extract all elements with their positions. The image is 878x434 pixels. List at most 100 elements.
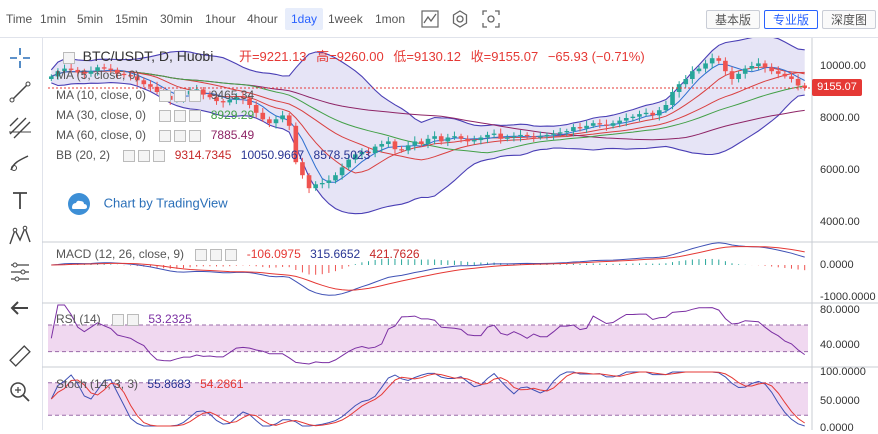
timeframe-1day[interactable]: 1day <box>285 8 324 30</box>
candle-body <box>260 112 266 120</box>
open-value: 开=9221.13 <box>238 49 307 64</box>
remove-icon[interactable] <box>189 129 202 142</box>
candle-body <box>571 127 576 131</box>
pattern-icon[interactable] <box>6 222 34 250</box>
crosshair-icon[interactable] <box>6 44 34 72</box>
eye-icon[interactable] <box>159 109 172 122</box>
settings-icon[interactable] <box>174 129 187 142</box>
candle-body <box>339 167 345 176</box>
candle-body <box>683 79 689 85</box>
remove-icon[interactable] <box>189 89 202 102</box>
candle-body <box>419 141 424 144</box>
ma60-legend[interactable]: MA (60, close, 0) 7885.49 <box>56 128 254 142</box>
eye-icon[interactable] <box>195 248 208 261</box>
candle-body <box>465 138 470 142</box>
candle-body <box>247 98 252 105</box>
candle-body <box>200 89 206 95</box>
candle-body <box>716 58 722 61</box>
timeframe-4hour[interactable]: 4hour <box>247 12 278 26</box>
macd-legend[interactable]: MACD (12, 26, close, 9) -106.0975 315.66… <box>56 247 420 261</box>
text-tool-icon[interactable] <box>6 186 34 214</box>
change-value: −65.93 (−0.71%) <box>547 49 645 64</box>
prediction-icon[interactable] <box>6 258 34 286</box>
collapse-icon[interactable] <box>63 51 75 64</box>
candle-body <box>452 136 457 138</box>
candle-body <box>267 119 272 124</box>
settings-icon[interactable] <box>174 89 187 102</box>
macd-y-tick: 0.0000 <box>820 259 854 271</box>
eye-icon[interactable] <box>123 149 136 162</box>
eye-icon[interactable] <box>159 89 172 102</box>
settings-icon[interactable] <box>449 8 471 30</box>
candle-body <box>610 123 616 126</box>
candle-body <box>306 175 312 189</box>
eye-icon[interactable] <box>112 313 125 326</box>
candle-body <box>412 141 418 146</box>
remove-icon[interactable] <box>225 248 238 261</box>
ma5-label: MA (5, close, 0) <box>56 68 140 82</box>
candle-body <box>68 68 74 70</box>
timeframe-time[interactable]: Time <box>6 12 33 26</box>
candle-body <box>723 60 728 72</box>
settings-icon[interactable] <box>127 313 140 326</box>
candle-body <box>366 151 371 154</box>
candle-body <box>445 137 451 142</box>
candle-body <box>775 71 781 74</box>
timeframe-1hour[interactable]: 1hour <box>205 12 236 26</box>
mode-pro-button[interactable]: 专业版 <box>764 10 819 29</box>
candle-body <box>762 63 768 68</box>
brush-icon[interactable] <box>6 150 34 178</box>
timeframe-1min[interactable]: 1min <box>40 12 67 26</box>
back-arrow-icon[interactable] <box>6 294 34 322</box>
candle-body <box>769 67 774 72</box>
bb-legend[interactable]: BB (20, 2) 9314.7345 10050.9667 8578.502… <box>56 148 370 162</box>
candle-body <box>709 58 715 64</box>
candle-body <box>670 92 675 105</box>
mode-basic-button[interactable]: 基本版 <box>706 10 761 29</box>
candle-body <box>141 80 147 85</box>
timeframe-5min[interactable]: 5min <box>77 12 104 26</box>
timeframe-30min[interactable]: 30min <box>160 12 193 26</box>
y-tick: 6000.00 <box>820 164 860 176</box>
zoom-icon[interactable] <box>6 378 34 406</box>
ma5-legend[interactable]: MA (5, close, 0) <box>56 68 139 82</box>
stoch-y-tick: 0.0000 <box>820 422 854 434</box>
candle-body <box>729 71 735 79</box>
remove-icon[interactable] <box>189 109 202 122</box>
remove-icon[interactable] <box>153 149 166 162</box>
candle-body <box>802 85 808 88</box>
timeframe-15min[interactable]: 15min <box>115 12 148 26</box>
candle-body <box>471 140 477 142</box>
candle-body <box>504 137 510 139</box>
candle-body <box>524 134 530 137</box>
eye-icon[interactable] <box>159 129 172 142</box>
candle-body <box>597 123 603 125</box>
trend-line-icon[interactable] <box>6 78 34 106</box>
ohlc-legend: BTC/USDT, D, Huobi 开=9221.13 高=9260.00 低… <box>60 46 645 65</box>
stoch-y-tick: 100.0000 <box>820 366 866 378</box>
ma30-legend[interactable]: MA (30, close, 0) 8929.29 <box>56 108 254 122</box>
candle-body <box>128 75 133 77</box>
settings-icon[interactable] <box>174 109 187 122</box>
candle-body <box>134 76 140 81</box>
stoch-legend[interactable]: Stoch (14, 3, 3) 55.8683 54.2861 <box>56 377 244 391</box>
price-chart[interactable] <box>42 38 878 430</box>
candle-body <box>88 71 94 74</box>
candle-body <box>511 136 517 138</box>
screenshot-icon[interactable] <box>480 8 502 30</box>
ma10-legend[interactable]: MA (10, close, 0) 9465.34 <box>56 88 254 102</box>
candle-body <box>643 112 649 115</box>
settings-icon[interactable] <box>138 149 151 162</box>
fib-retracement-icon[interactable] <box>6 114 34 142</box>
candle-body <box>48 76 54 79</box>
ruler-icon[interactable] <box>6 342 34 370</box>
mode-depth-button[interactable]: 深度图 <box>822 10 877 29</box>
indicator-icon[interactable] <box>419 8 441 30</box>
settings-icon[interactable] <box>210 248 223 261</box>
tradingview-watermark[interactable]: Chart by TradingView <box>64 193 228 215</box>
timeframe-1week[interactable]: 1week <box>328 12 363 26</box>
bb-lower-value: 8578.5023 <box>313 148 371 162</box>
rsi-legend[interactable]: RSI (14) 53.2325 <box>56 312 192 326</box>
cloud-logo-icon <box>68 193 90 215</box>
timeframe-1mon[interactable]: 1mon <box>375 12 406 26</box>
